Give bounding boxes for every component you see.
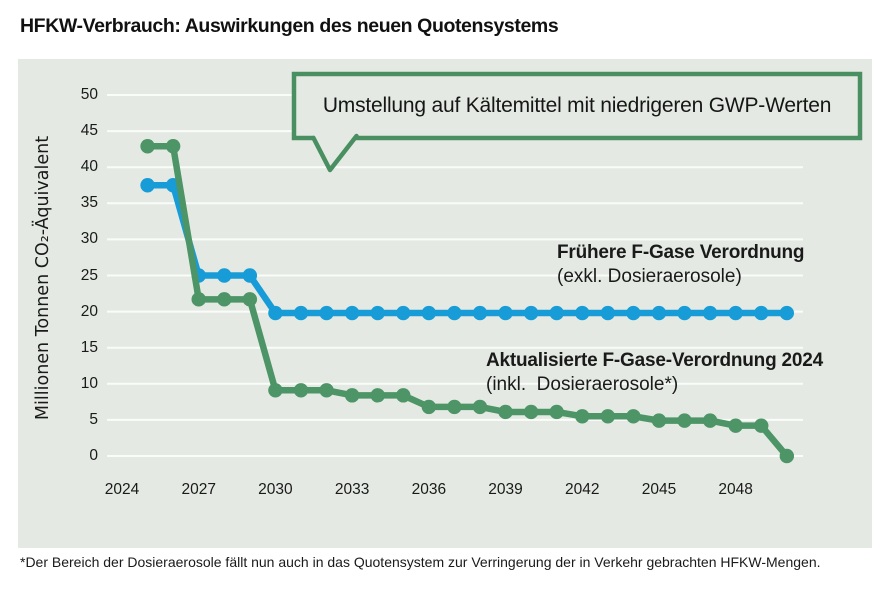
series-dot-new-regulation [447,399,462,415]
series-dot-old-regulation [140,178,155,193]
series-dot-new-regulation [472,399,488,415]
series-dot-new-regulation [754,418,769,433]
x-tick-label: 2036 [411,481,447,498]
series-dot-new-regulation [600,409,616,424]
series-dot-old-regulation [217,268,232,283]
y-tick-label: 30 [80,230,98,248]
x-tick-label: 2027 [181,481,216,498]
x-tick-label: 2045 [641,481,677,498]
y-tick-label: 15 [80,338,98,356]
y-tick-label: 25 [80,266,98,284]
callout-tail-fill [312,130,358,170]
series-dot-new-regulation [498,404,513,420]
series-dot-old-regulation [677,305,692,321]
series-dot-old-regulation [396,305,411,321]
series-dot-old-regulation [600,305,616,321]
series-dot-new-regulation [651,413,667,428]
x-tick-label: 2048 [718,481,753,498]
legend-old-regulation: Frühere F-Gase Verordnung (exkl. Dosiera… [557,241,805,288]
series-dot-new-regulation [421,399,437,415]
series-dot-new-regulation [626,409,641,424]
y-tick-label: 0 [89,447,98,464]
series-dot-new-regulation [165,139,181,154]
series-dot-old-regulation [651,305,667,321]
x-tick-label: 2024 [104,481,140,498]
series-dot-old-regulation [779,305,795,321]
legend-old-regulation-title: Frühere F-Gase Verordnung [557,242,805,263]
y-tick-label: 10 [80,374,98,392]
y-tick-label: 20 [80,302,98,320]
series-dot-old-regulation [626,305,641,321]
series-dot-new-regulation [523,404,539,420]
series-dot-new-regulation [293,383,309,398]
series-dot-new-regulation [779,448,795,464]
series-dot-old-regulation [344,305,360,321]
series-dot-old-regulation [319,305,334,321]
series-dot-new-regulation [702,413,718,428]
series-dot-new-regulation [242,292,258,307]
series-dot-new-regulation [217,292,232,307]
series-dot-new-regulation [319,383,334,398]
series-dot-old-regulation [293,305,309,321]
series-dot-old-regulation [447,305,462,321]
series-dot-old-regulation [523,305,539,321]
series-dot-old-regulation [421,305,437,321]
y-tick-label: 45 [80,122,98,140]
series-dot-old-regulation [498,305,513,321]
series-dot-new-regulation [140,139,155,154]
callout-annotation-text: Umstellung auf Kältemittel mit niedriger… [322,94,832,117]
y-tick-label: 5 [89,410,98,428]
series-dot-old-regulation [728,305,743,321]
series-dot-old-regulation [575,305,590,321]
series-dot-new-regulation [575,409,590,424]
series-dot-new-regulation [268,383,283,398]
series-dot-new-regulation [344,388,360,403]
y-tick-label: 35 [80,194,98,212]
footnote: *Der Bereich der Dosieraerosole fällt nu… [20,554,821,570]
legend-new-regulation-title: Aktualisierte F-Gase-Verordnung 2024 [486,350,824,371]
series-dot-new-regulation [549,404,564,420]
series-dot-new-regulation [370,388,385,403]
x-tick-label: 2033 [334,481,370,498]
series-dot-old-regulation [754,305,769,321]
x-tick-label: 2042 [565,481,600,498]
legend-new-regulation: Aktualisierte F-Gase-Verordnung 2024 (in… [486,349,823,396]
series-dot-old-regulation [268,305,283,321]
series-dot-new-regulation [677,413,692,428]
callout-tail-icon [311,133,359,173]
x-tick-label: 2039 [488,481,523,498]
series-dot-old-regulation [242,268,258,283]
page-title: HFKW-Verbrauch: Auswirkungen des neuen Q… [20,15,559,37]
series-dot-old-regulation [370,305,385,321]
series-dot-new-regulation [728,418,743,433]
legend-new-regulation-subtitle: (inkl. Dosieraerosole*) [486,373,679,395]
y-tick-label: 50 [80,86,98,103]
x-tick-label: 2030 [258,481,293,498]
chart-background-panel [18,59,872,548]
series-dot-old-regulation [702,305,718,321]
series-dot-new-regulation [396,388,411,403]
series-dot-new-regulation [191,292,206,307]
y-tick-label: 40 [80,158,98,176]
legend-old-regulation-subtitle: (exkl. Dosieraerosole) [557,265,742,287]
series-dot-old-regulation [549,305,564,321]
series-dot-old-regulation [472,305,488,321]
callout-box [291,71,863,141]
